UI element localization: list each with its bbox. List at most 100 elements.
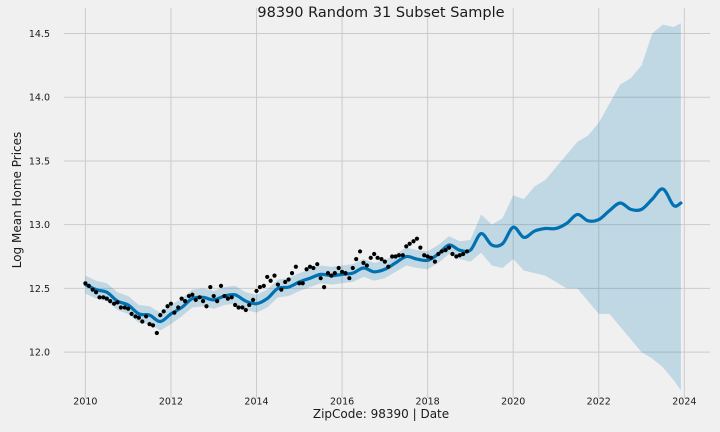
y-tick-label: 12.0: [29, 348, 50, 359]
observed-point: [93, 290, 99, 295]
observed-point: [439, 249, 444, 254]
x-tick-label: 2018: [416, 397, 440, 408]
x-tick-label: 2024: [672, 397, 696, 408]
observed-point: [336, 265, 341, 271]
observed-point: [418, 245, 423, 250]
observed-point: [147, 321, 152, 327]
observed-point: [279, 287, 284, 292]
observed-point: [300, 281, 305, 286]
observed-point: [108, 299, 113, 304]
y-axis-ticks: 12.0 12.5 13.0 13.5 14.0 14.5: [29, 29, 50, 359]
observed-point: [200, 299, 206, 304]
observed-point: [165, 304, 170, 309]
x-axis-ticks: 2010 2012 2014 2016 2018 2020 2022 2024: [73, 397, 696, 408]
observed-point: [432, 259, 438, 264]
observed-point: [322, 285, 327, 290]
observed-point: [422, 253, 427, 258]
observed-point: [339, 269, 345, 274]
observed-point: [222, 293, 227, 299]
observed-point: [311, 265, 316, 271]
x-tick-label: 2010: [73, 397, 97, 408]
observed-point: [372, 251, 377, 257]
observed-point: [150, 323, 156, 328]
observed-point: [375, 255, 380, 260]
observed-point: [304, 267, 309, 272]
uncertainty-band-layer: [85, 23, 681, 391]
observed-point: [354, 256, 359, 262]
observed-point: [176, 305, 181, 310]
x-axis-label: ZipCode: 98390 | Date: [313, 407, 449, 421]
x-tick-label: 2016: [330, 397, 354, 408]
observed-point: [286, 277, 291, 282]
observed-point: [272, 273, 277, 278]
observed-point: [382, 259, 387, 264]
observed-point: [400, 253, 405, 258]
observed-point: [347, 276, 352, 281]
forecast-line-layer: [83, 187, 683, 324]
observed-point: [204, 304, 209, 309]
observed-point: [364, 263, 369, 268]
observed-point: [136, 315, 141, 320]
observed-point: [225, 296, 230, 301]
observed-point: [111, 301, 117, 306]
observed-point: [297, 281, 302, 286]
observed-point: [404, 244, 409, 249]
observed-point: [247, 302, 252, 308]
observed-point: [425, 254, 430, 259]
chart-title: 98390 Random 31 Subset Sample: [257, 5, 504, 21]
observed-point: [265, 274, 270, 280]
observed-point: [396, 253, 402, 258]
y-tick-label: 14.0: [29, 93, 50, 104]
observed-point: [268, 278, 273, 283]
observed-point: [443, 248, 448, 253]
observed-point: [186, 293, 192, 299]
y-tick-label: 12.5: [29, 284, 50, 295]
observed-point: [464, 249, 470, 254]
observed-point: [379, 256, 384, 262]
observed-point: [158, 313, 163, 318]
observed-point: [289, 270, 295, 276]
observed-point: [236, 305, 241, 310]
observed-point: [293, 264, 298, 269]
observed-point: [129, 311, 134, 316]
observed-point: [436, 251, 441, 257]
y-tick-label: 14.5: [29, 29, 50, 40]
observed-point: [428, 255, 434, 260]
observed-point: [104, 296, 109, 301]
observed-point: [172, 310, 177, 315]
observed-point: [154, 330, 159, 336]
y-tick-label: 13.0: [29, 220, 50, 231]
observed-point: [368, 255, 373, 260]
observed-point: [350, 265, 355, 271]
observed-point: [318, 276, 323, 281]
observed-point: [118, 305, 123, 310]
observed-point: [307, 264, 313, 269]
observed-point: [329, 273, 334, 278]
observed-point: [97, 295, 102, 300]
forecast-line: [83, 187, 683, 324]
observed-point: [261, 283, 266, 288]
observed-point: [325, 270, 331, 276]
grid: [64, 8, 710, 398]
y-axis-label: Log Mean Home Prices: [10, 132, 24, 269]
observed-point: [343, 270, 348, 276]
x-tick-label: 2012: [159, 397, 183, 408]
observed-point: [243, 307, 248, 313]
observed-point: [283, 279, 288, 285]
observed-points-layer: [83, 236, 470, 336]
observed-point: [411, 239, 416, 244]
observed-point: [407, 241, 412, 246]
x-tick-label: 2014: [244, 397, 268, 408]
observed-point: [215, 299, 220, 304]
observed-point: [254, 288, 259, 294]
observed-point: [450, 251, 455, 257]
observed-point: [446, 245, 452, 250]
observed-point: [140, 319, 145, 324]
observed-point: [332, 270, 337, 276]
observed-point: [161, 309, 166, 314]
observed-point: [101, 295, 106, 300]
observed-point: [197, 295, 202, 300]
observed-point: [193, 297, 198, 302]
